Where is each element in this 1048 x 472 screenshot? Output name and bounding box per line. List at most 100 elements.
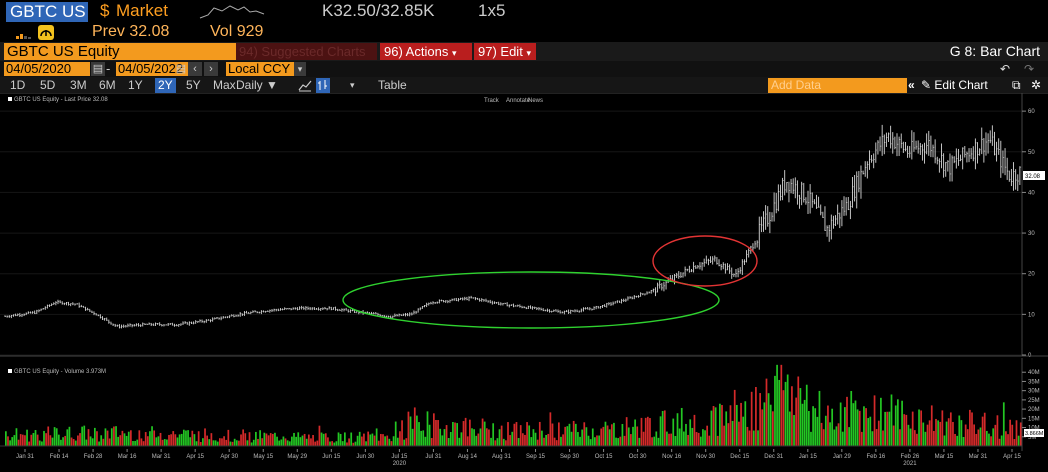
period-6m[interactable]: 6M	[99, 78, 116, 92]
actions-button[interactable]: 96) Actions ▾	[380, 43, 472, 60]
edit-chart-button[interactable]: ✎ Edit Chart	[921, 78, 988, 92]
start-date-field[interactable]: 04/05/2020	[4, 62, 90, 76]
green-annotation-ellipse[interactable]	[342, 271, 720, 329]
volume-bar	[829, 422, 831, 446]
volume-bar	[77, 435, 79, 446]
volume-bar	[329, 441, 331, 446]
period-3m[interactable]: 3M	[70, 78, 87, 92]
calendar-icon[interactable]: ▤	[91, 62, 105, 76]
volume-bar	[341, 441, 344, 446]
redo-icon[interactable]: ↷	[1024, 62, 1035, 76]
volume-bar	[697, 432, 700, 446]
volume-bar	[221, 438, 223, 446]
volume-bar	[278, 440, 281, 446]
end-date-field[interactable]: 04/05/2022	[116, 62, 202, 76]
volume-tick-label: 10M	[1028, 426, 1040, 432]
volume-bar	[462, 421, 465, 446]
red-annotation-ellipse[interactable]	[652, 235, 758, 287]
track-label-track[interactable]: Track	[484, 98, 500, 104]
chevron-down-icon: ▾	[526, 48, 531, 58]
chevron-down-icon[interactable]: ▾	[350, 80, 355, 90]
volume-bar	[140, 438, 143, 446]
volume-tick-label: 15M	[1028, 416, 1040, 422]
date-tick-label: Nov 30	[696, 454, 716, 460]
volume-bar	[255, 431, 257, 446]
volume-bar	[863, 406, 865, 446]
undo-icon[interactable]: ↶	[1000, 62, 1011, 76]
volume-bar	[426, 411, 429, 446]
volume-bar	[725, 411, 728, 446]
security-field[interactable]: GBTC US Equity	[4, 43, 236, 60]
period-1d[interactable]: 1D	[10, 78, 26, 92]
ticker-label[interactable]: GBTC US	[6, 2, 88, 22]
volume-bar	[416, 415, 418, 446]
volume-bar	[449, 432, 452, 446]
collapse-icon[interactable]: «	[908, 78, 915, 92]
volume-bar	[687, 434, 689, 446]
volume-bar	[591, 428, 594, 446]
volume-bar	[115, 426, 117, 446]
add-data-input[interactable]: Add Data	[768, 78, 907, 93]
volume-bar	[655, 431, 658, 446]
volume-bar	[960, 420, 963, 446]
period-max[interactable]: Max	[213, 78, 236, 92]
volume-bar	[240, 434, 242, 446]
volume-bar	[79, 433, 81, 446]
volume-readout: Vol 929	[210, 23, 264, 40]
volume-bar	[72, 439, 75, 446]
line-chart-icon[interactable]	[298, 79, 312, 92]
volume-bar	[318, 425, 321, 446]
volume-bar	[43, 430, 45, 446]
volume-bar	[663, 410, 666, 446]
volume-bar	[555, 440, 558, 446]
volume-bar	[396, 437, 399, 446]
volume-bar	[598, 435, 600, 446]
period-1y[interactable]: 1Y	[128, 78, 143, 92]
calendar-icon[interactable]: ▤	[175, 63, 187, 75]
gauge-icon[interactable]	[38, 25, 54, 40]
track-label-annotate[interactable]: Annotate	[506, 98, 531, 104]
volume-bar	[144, 432, 147, 446]
volume-bar	[155, 437, 158, 446]
export-icon[interactable]: ⧉	[1012, 78, 1021, 92]
volume-bar	[860, 431, 863, 446]
volume-bar	[668, 433, 670, 446]
volume-bar	[979, 427, 982, 446]
volume-bar	[935, 418, 937, 446]
volume-bar	[577, 432, 579, 446]
suggested-charts-button[interactable]: 94) Suggested Charts	[236, 43, 377, 60]
volume-bar	[51, 437, 54, 446]
volume-bar	[174, 434, 177, 446]
frequency-select[interactable]: Daily ▼	[236, 78, 278, 92]
period-5y[interactable]: 5Y	[186, 78, 201, 92]
volume-bar	[702, 429, 704, 446]
volume-bar	[636, 426, 639, 446]
volume-bar	[371, 433, 374, 446]
volume-bar	[882, 430, 884, 446]
volume-bar	[755, 387, 757, 446]
table-button[interactable]: Table	[378, 78, 407, 92]
gear-icon[interactable]: ✲	[1031, 78, 1042, 92]
volume-bar	[261, 438, 264, 446]
period-2y[interactable]: 2Y	[155, 78, 176, 93]
bar-chart-icon[interactable]	[316, 78, 330, 93]
volume-bar	[142, 441, 145, 446]
volume-bar	[494, 440, 497, 446]
next-range-icon[interactable]: ›	[204, 62, 218, 76]
volume-bar	[505, 440, 507, 446]
volume-bar	[1019, 422, 1022, 446]
year-label: 2020	[393, 461, 407, 467]
volume-tick-label: 25M	[1028, 398, 1040, 404]
track-label-news[interactable]: News	[528, 98, 543, 104]
volume-bar	[519, 425, 522, 446]
prev-range-icon[interactable]: ‹	[188, 62, 202, 76]
currency-select[interactable]: Local CCY	[226, 62, 294, 76]
chevron-down-icon[interactable]: ▾	[294, 62, 306, 76]
volume-bar	[666, 431, 668, 446]
period-5d[interactable]: 5D	[40, 78, 56, 92]
edit-button[interactable]: 97) Edit ▾	[474, 43, 536, 60]
price-tick-label: 10	[1028, 312, 1035, 318]
price-volume-chart[interactable]: GBTC US Equity - Last Price 32.08 Track A…	[0, 93, 1048, 472]
volume-bar	[924, 431, 927, 446]
